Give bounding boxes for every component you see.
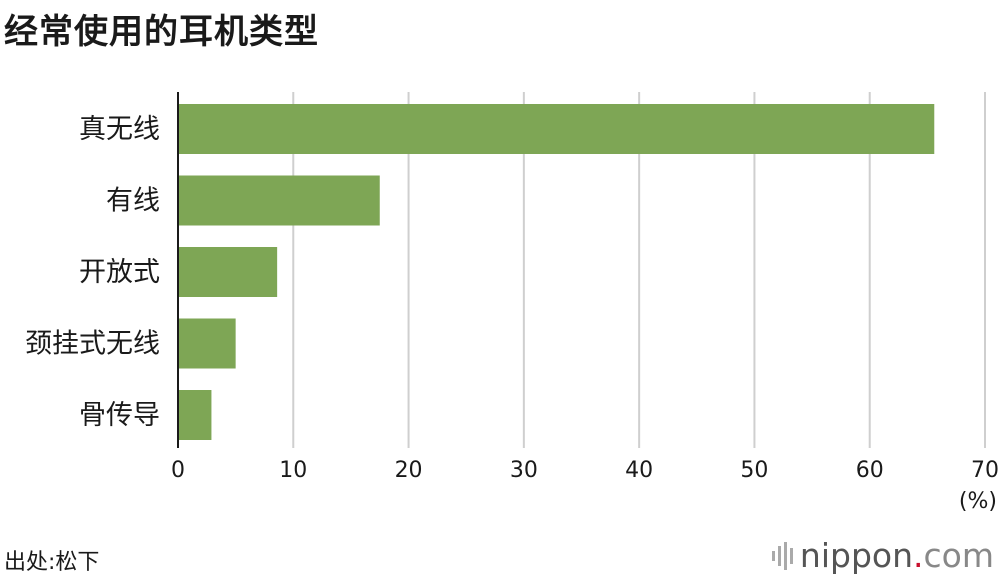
- x-unit-label: (%): [959, 489, 997, 514]
- category-label: 有线: [106, 186, 160, 217]
- bar: [178, 318, 236, 369]
- chart-title: 经常使用的耳机类型: [4, 12, 319, 52]
- bar: [178, 104, 935, 154]
- logo-bars-icon: [771, 541, 793, 570]
- nippon-logo: nippon. com: [771, 536, 994, 575]
- logo-name: nippon: [799, 536, 914, 575]
- bars: [178, 104, 935, 440]
- x-tick-label: 50: [740, 458, 768, 483]
- x-tick-label: 30: [510, 458, 538, 483]
- x-tick-labels: 0 10 20 30 40 50 60 70: [171, 458, 999, 483]
- x-tick-label: 20: [395, 458, 423, 483]
- bar: [178, 247, 278, 297]
- logo-tld: com: [923, 536, 994, 575]
- category-label: 真无线: [79, 114, 160, 145]
- x-tick-label: 10: [279, 458, 307, 483]
- category-label: 颈挂式无线: [25, 329, 160, 360]
- bar: [178, 390, 212, 440]
- x-tick-label: 0: [171, 458, 185, 483]
- x-tick-label: 60: [856, 458, 884, 483]
- category-label: 开放式: [79, 257, 160, 288]
- bar: [178, 175, 380, 226]
- x-tick-label: 70: [971, 458, 999, 483]
- logo-dot: .: [913, 536, 924, 575]
- source-note: 出处:松下: [4, 550, 100, 575]
- x-tick-label: 40: [625, 458, 653, 483]
- category-label: 骨传导: [79, 400, 160, 431]
